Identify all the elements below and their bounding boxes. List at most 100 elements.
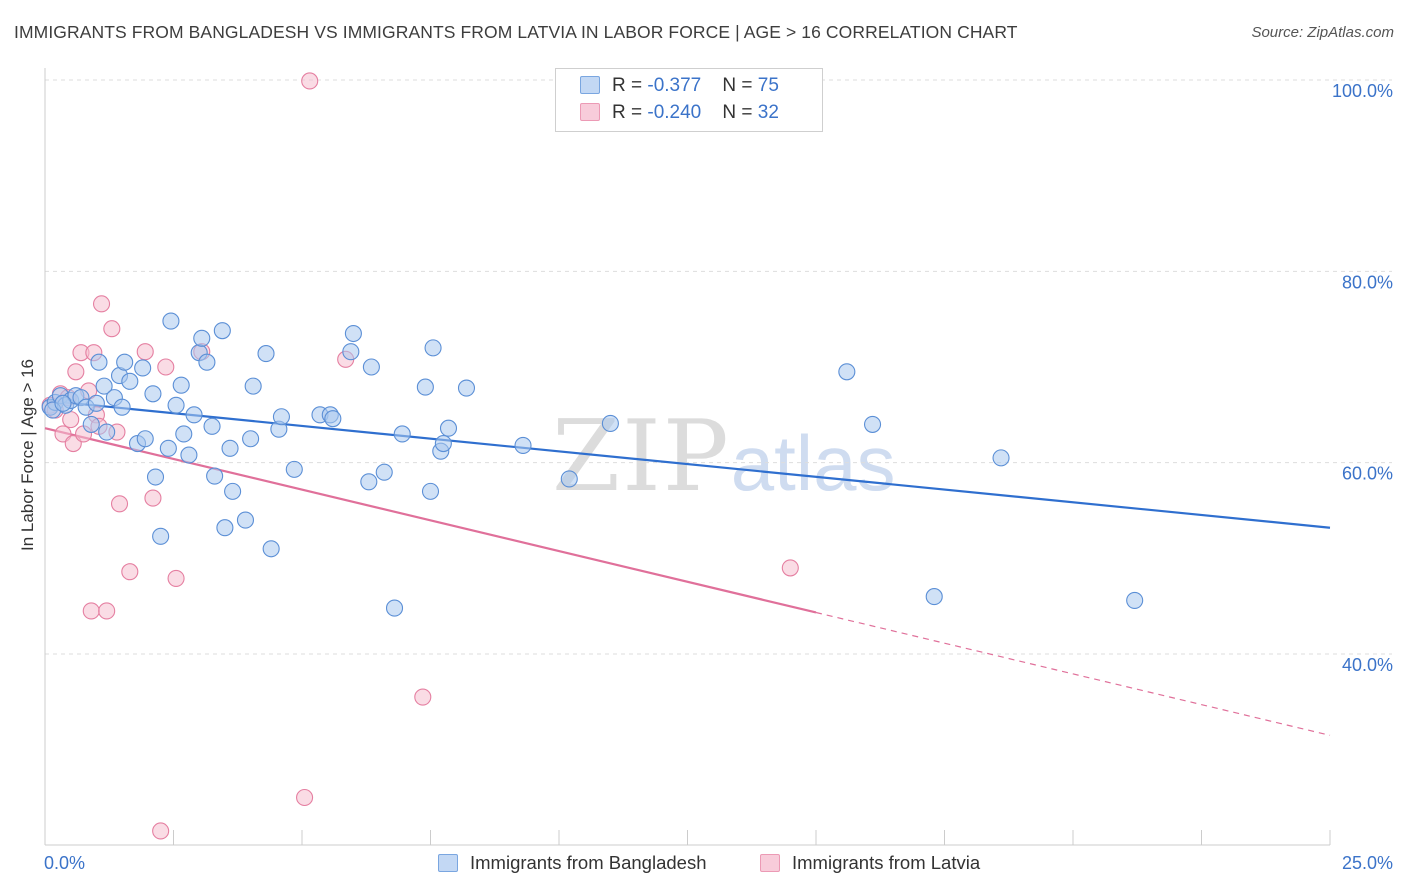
legend-r-value: -0.240 xyxy=(647,102,702,123)
data-point-bangladesh xyxy=(213,322,231,340)
axes xyxy=(44,68,1331,846)
data-point-bangladesh xyxy=(167,396,185,414)
watermark-zip: ZIP xyxy=(552,400,731,514)
correlation-legend: R = -0.377 N = 75 R = -0.240 N = 32 xyxy=(555,68,823,132)
y-tick-label: 60.0% xyxy=(1342,464,1393,484)
data-point-bangladesh xyxy=(838,363,856,381)
data-point-bangladesh xyxy=(87,394,105,412)
series-name-latvia: Immigrants from Latvia xyxy=(792,852,981,873)
data-point-latvia xyxy=(82,602,100,620)
data-point-bangladesh xyxy=(172,376,190,394)
data-point-bangladesh xyxy=(206,467,224,485)
tick-labels: 100.0% 80.0% 60.0% 40.0% 0.0% 25.0% xyxy=(44,81,1393,873)
data-point-bangladesh xyxy=(285,460,303,478)
series-swatch-bangladesh xyxy=(438,854,458,872)
y-tick-label: 80.0% xyxy=(1342,272,1393,292)
data-point-bangladesh xyxy=(244,377,262,395)
legend-n-value: 75 xyxy=(757,75,779,96)
data-point-bangladesh xyxy=(121,372,139,390)
data-point-bangladesh xyxy=(82,415,100,433)
watermark: ZIPatlas xyxy=(552,400,896,514)
legend-n-label: N = xyxy=(722,75,758,96)
data-point-bangladesh xyxy=(236,511,255,529)
y-axis-label: In Labor Force | Age > 16 xyxy=(18,358,37,552)
data-point-latvia xyxy=(167,569,185,587)
data-point-bangladesh xyxy=(242,430,260,448)
legend-row-latvia: R = -0.240 N = 32 xyxy=(580,102,779,124)
data-point-bangladesh xyxy=(416,378,434,396)
data-point-bangladesh xyxy=(925,588,943,606)
data-point-bangladesh xyxy=(362,358,380,376)
data-point-bangladesh xyxy=(90,353,108,371)
trend-line-bangladesh xyxy=(44,399,1331,529)
series-legend-latvia: Immigrants from Latvia xyxy=(760,852,980,874)
data-point-bangladesh xyxy=(175,425,193,443)
data-point-bangladesh xyxy=(324,410,342,428)
data-point-bangladesh xyxy=(385,599,404,617)
grid-lines xyxy=(45,79,1392,655)
data-point-latvia xyxy=(103,320,121,338)
data-point-bangladesh xyxy=(216,519,234,537)
data-point-bangladesh xyxy=(421,482,440,500)
data-point-latvia xyxy=(92,295,111,313)
legend-r-label: R = xyxy=(612,75,648,96)
data-point-bangladesh xyxy=(434,434,452,453)
data-point-bangladesh xyxy=(262,540,280,558)
data-point-bangladesh xyxy=(457,379,476,397)
data-point-latvia xyxy=(110,495,129,513)
data-point-bangladesh xyxy=(203,417,221,435)
data-point-bangladesh xyxy=(159,439,177,457)
x-tick-label: 0.0% xyxy=(44,853,85,873)
data-point-bangladesh xyxy=(224,482,242,500)
data-point-bangladesh xyxy=(601,414,619,432)
chart-title: IMMIGRANTS FROM BANGLADESH VS IMMIGRANTS… xyxy=(14,22,1018,42)
data-point-bangladesh xyxy=(560,470,578,488)
data-point-latvia xyxy=(781,559,799,577)
y-tick-label: 40.0% xyxy=(1342,655,1393,675)
data-point-bangladesh xyxy=(342,343,360,361)
trend-line-latvia xyxy=(44,427,817,614)
data-point-bangladesh xyxy=(134,359,152,377)
data-point-bangladesh xyxy=(863,415,882,433)
legend-swatch-latvia xyxy=(580,103,600,121)
data-point-latvia xyxy=(144,489,162,507)
data-point-bangladesh xyxy=(360,473,378,491)
data-point-bangladesh xyxy=(393,425,411,443)
data-point-latvia xyxy=(296,788,314,807)
data-point-bangladesh xyxy=(185,406,203,424)
data-point-latvia xyxy=(136,343,154,361)
data-point-bangladesh xyxy=(152,527,170,545)
data-point-bangladesh xyxy=(424,339,442,357)
data-point-bangladesh xyxy=(144,385,162,403)
data-point-bangladesh xyxy=(272,408,290,426)
series-name-bangladesh: Immigrants from Bangladesh xyxy=(470,852,707,873)
data-point-latvia xyxy=(121,563,139,581)
data-point-bangladesh xyxy=(514,436,532,454)
legend-row-bangladesh: R = -0.377 N = 75 xyxy=(580,75,779,97)
data-point-bangladesh xyxy=(439,419,458,437)
data-point-bangladesh xyxy=(221,439,239,457)
trend-line-extension-latvia xyxy=(815,611,1331,736)
legend-n-label: N = xyxy=(722,102,758,123)
series-swatch-latvia xyxy=(760,854,780,872)
data-point-bangladesh xyxy=(136,430,154,448)
data-point-bangladesh xyxy=(198,353,216,371)
data-point-bangladesh xyxy=(1126,591,1144,609)
data-point-bangladesh xyxy=(95,377,113,395)
data-point-bangladesh xyxy=(98,423,116,441)
legend-swatch-bangladesh xyxy=(580,76,600,94)
x-tick-label: 25.0% xyxy=(1342,853,1393,873)
data-point-latvia xyxy=(414,688,432,706)
legend-n-value: 32 xyxy=(757,102,779,123)
data-points xyxy=(41,72,1144,840)
data-point-bangladesh xyxy=(344,324,362,343)
data-point-latvia xyxy=(157,358,175,376)
data-point-bangladesh xyxy=(193,329,211,347)
data-point-bangladesh xyxy=(257,345,275,363)
data-point-bangladesh xyxy=(375,463,393,481)
data-point-bangladesh xyxy=(116,353,134,371)
data-point-latvia xyxy=(67,363,85,381)
data-point-latvia xyxy=(98,602,116,620)
data-point-bangladesh xyxy=(113,398,131,416)
